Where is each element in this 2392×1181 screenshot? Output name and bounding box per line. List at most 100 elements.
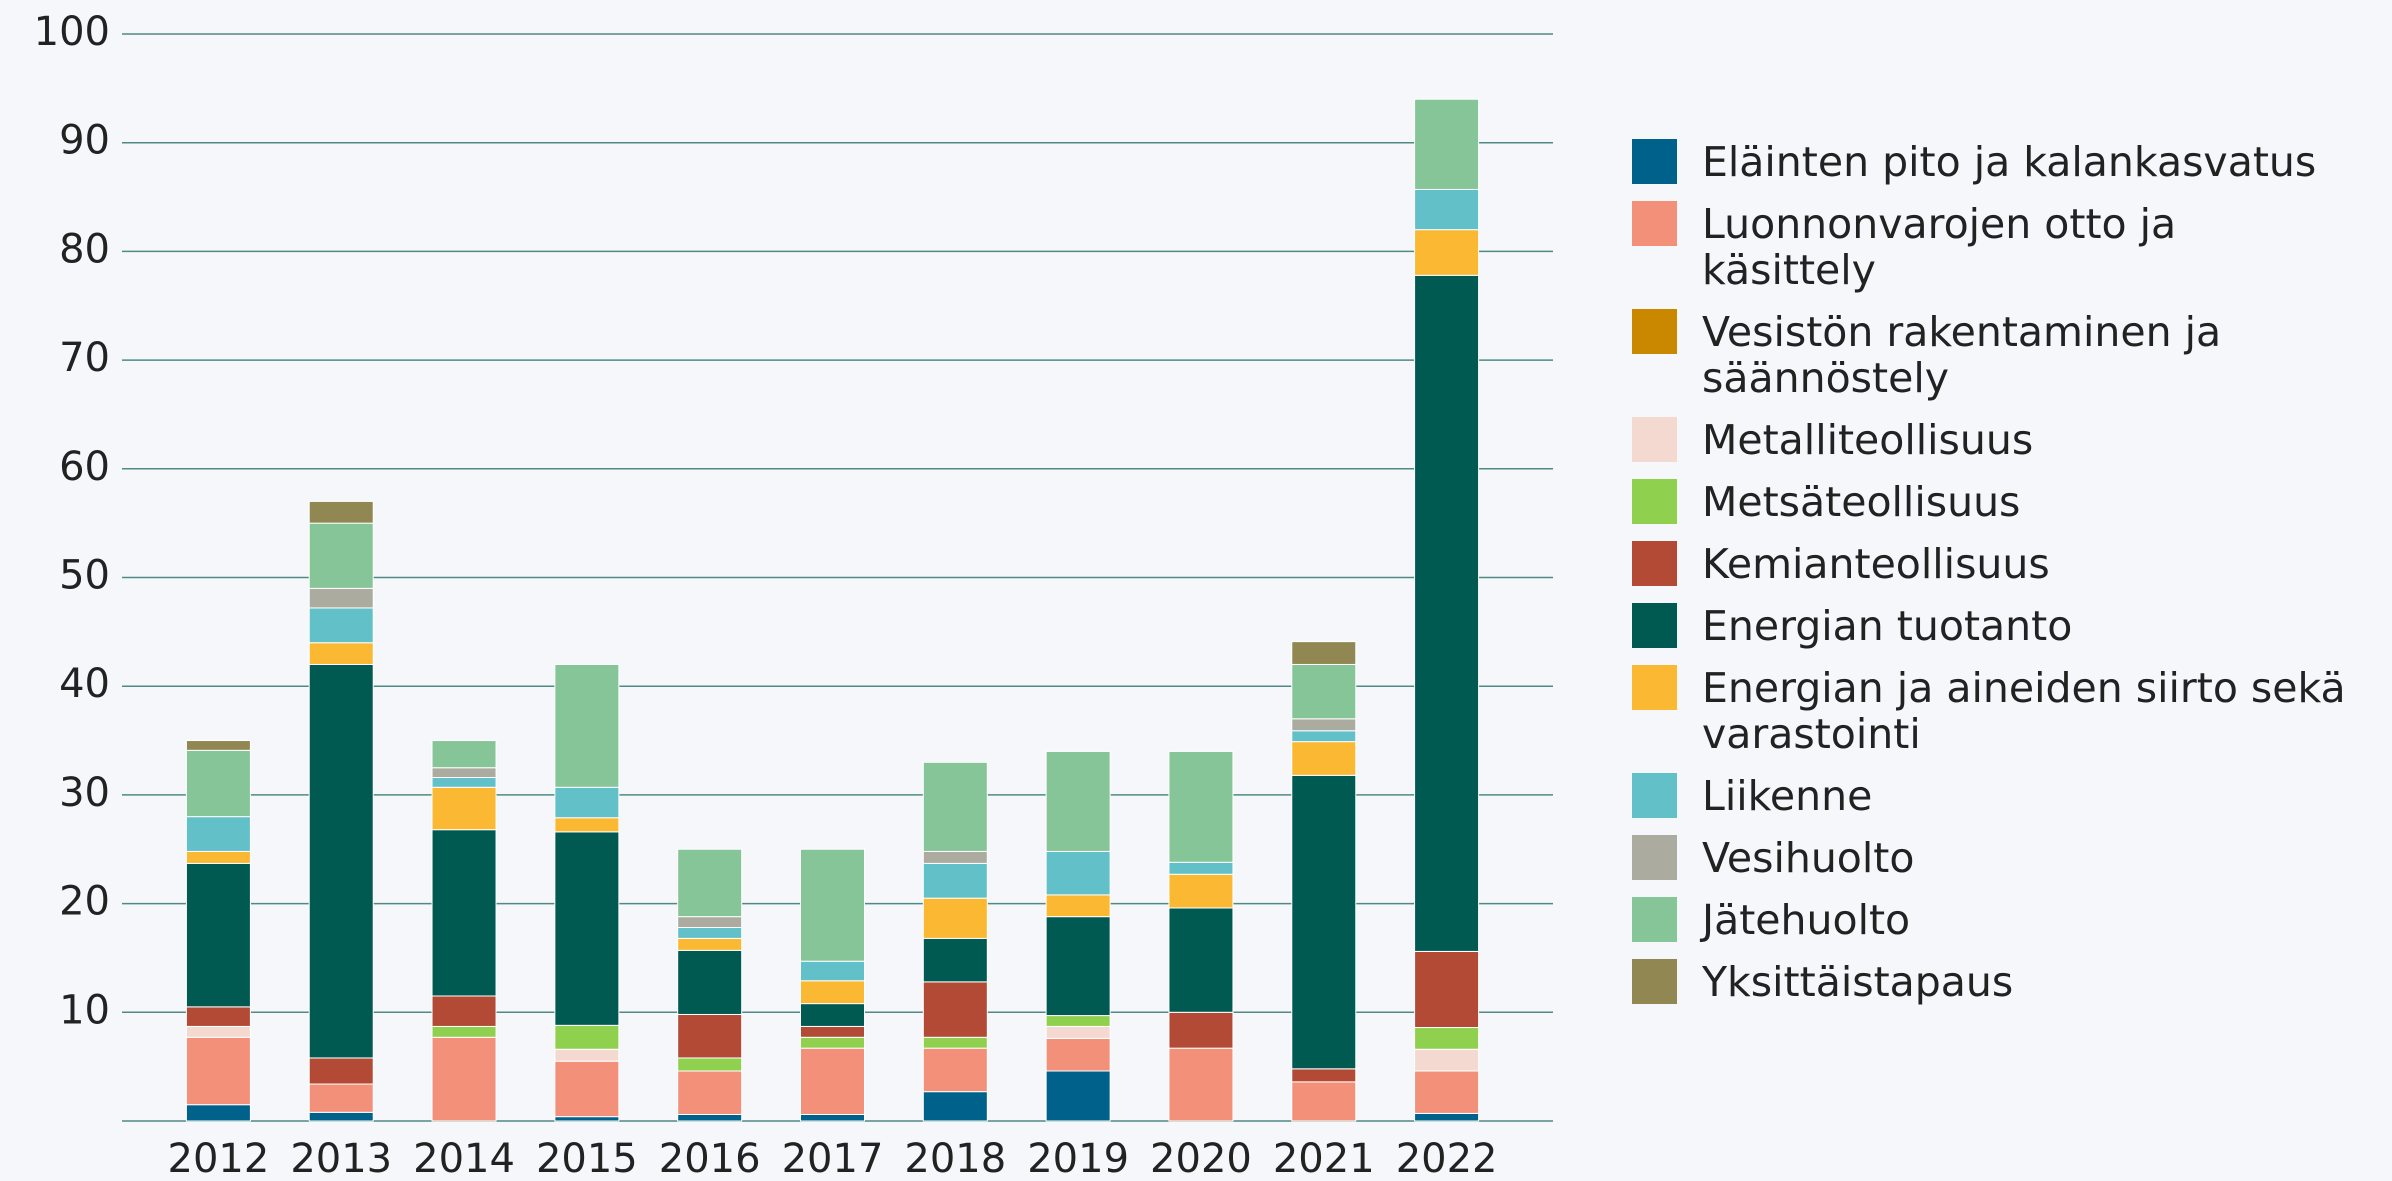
bar-segment bbox=[554, 786, 620, 819]
bar-segment bbox=[1291, 741, 1357, 776]
bar-segment bbox=[1168, 1011, 1234, 1049]
bar-segment bbox=[308, 607, 374, 644]
bar-segment bbox=[308, 587, 374, 609]
legend-item: Energian ja aineiden siirto sekä varasto… bbox=[1632, 665, 2352, 757]
legend-item: Metalliteollisuus bbox=[1632, 417, 2352, 463]
bar-segment bbox=[185, 1025, 251, 1038]
bar-segment bbox=[1168, 873, 1234, 909]
bar-segment bbox=[1291, 663, 1357, 720]
bar-segment bbox=[922, 897, 988, 939]
bar-segment bbox=[185, 1104, 251, 1122]
bar-segment bbox=[922, 850, 988, 864]
bar-segment bbox=[677, 1070, 743, 1115]
bar-segment bbox=[800, 1003, 865, 1027]
bar-segment bbox=[922, 761, 988, 852]
bar-segment bbox=[677, 1013, 743, 1059]
bar-segment bbox=[800, 848, 865, 962]
bar-segment bbox=[1414, 98, 1480, 190]
x-tick-label: 2014 bbox=[413, 1136, 515, 1181]
bar-segment bbox=[800, 980, 865, 1005]
legend-swatch bbox=[1632, 835, 1677, 880]
bar-segment bbox=[677, 1057, 743, 1072]
bar-segment bbox=[1414, 188, 1480, 231]
bar-segment bbox=[308, 663, 374, 1059]
bar-segment bbox=[308, 642, 374, 665]
x-tick-label: 2017 bbox=[782, 1136, 884, 1181]
legend-swatch bbox=[1632, 541, 1677, 586]
x-tick-label: 2012 bbox=[168, 1136, 270, 1181]
legend-item: Yksittäistapaus bbox=[1632, 959, 2352, 1005]
y-tick-label: 40 bbox=[59, 661, 110, 707]
legend-label: Vesihuolto bbox=[1702, 834, 1915, 882]
bar-segment bbox=[1414, 1112, 1480, 1122]
bar-segment bbox=[431, 829, 497, 997]
bar-segment bbox=[431, 1025, 497, 1038]
bar-segment bbox=[922, 1036, 988, 1049]
x-tick-label: 2019 bbox=[1027, 1136, 1129, 1181]
bar-segment bbox=[308, 1057, 374, 1085]
bar-segment bbox=[1168, 861, 1234, 875]
bar-segment bbox=[1414, 1070, 1480, 1114]
legend-label: Liikenne bbox=[1702, 772, 1873, 820]
x-tick-label: 2015 bbox=[536, 1136, 638, 1181]
bar-segment bbox=[431, 740, 497, 769]
legend-swatch bbox=[1632, 897, 1677, 942]
legend-label: Metsäteollisuus bbox=[1702, 478, 2021, 526]
bar-segment bbox=[1045, 1025, 1111, 1039]
x-tick-label: 2020 bbox=[1150, 1136, 1252, 1181]
y-tick-label: 50 bbox=[59, 553, 110, 599]
bar-segment bbox=[1291, 730, 1357, 743]
bar-segment bbox=[1168, 907, 1234, 1013]
bar-segment bbox=[554, 831, 620, 1026]
legend-item: Luonnonvarojen otto ja käsittely bbox=[1632, 201, 2352, 293]
legend-label: Kemianteollisuus bbox=[1702, 540, 2050, 588]
x-tick-label: 2022 bbox=[1396, 1136, 1498, 1181]
legend-label: Jätehuolto bbox=[1702, 896, 1911, 944]
bar-segment bbox=[1291, 774, 1357, 1070]
legend-item: Vesihuolto bbox=[1632, 835, 2352, 881]
legend: Eläinten pito ja kalankasvatus Luonnonvar… bbox=[1632, 139, 2352, 1005]
y-tick-label: 10 bbox=[59, 987, 110, 1033]
bar-segment bbox=[1168, 750, 1234, 863]
bar-segment bbox=[677, 937, 743, 951]
bar-segment bbox=[1045, 1015, 1111, 1027]
bar-segment bbox=[1414, 1048, 1480, 1072]
bar-segment bbox=[554, 663, 620, 788]
legend-swatch bbox=[1632, 603, 1677, 648]
y-tick-label: 70 bbox=[59, 335, 110, 381]
y-tick-label: 20 bbox=[59, 879, 110, 925]
bar-segment bbox=[1168, 1047, 1234, 1122]
bar-segment bbox=[922, 1091, 988, 1122]
bar-segment bbox=[800, 1047, 865, 1115]
bar-segment bbox=[308, 522, 374, 589]
legend-item: Liikenne bbox=[1632, 773, 2352, 819]
bar-segment bbox=[922, 862, 988, 899]
bar-segment bbox=[185, 749, 251, 818]
bar-segment bbox=[554, 817, 620, 833]
bar-segment bbox=[1045, 1070, 1111, 1122]
bar-segment bbox=[800, 960, 865, 982]
legend-swatch bbox=[1632, 417, 1677, 462]
bar-segment bbox=[308, 1111, 374, 1122]
x-tick-label: 2021 bbox=[1273, 1136, 1375, 1181]
legend-swatch bbox=[1632, 479, 1677, 524]
bar-segment bbox=[431, 995, 497, 1027]
y-tick-label: 30 bbox=[59, 770, 110, 816]
legend-item: Jätehuolto bbox=[1632, 897, 2352, 943]
bar-segment bbox=[800, 1025, 865, 1038]
legend-label: Energian tuotanto bbox=[1702, 602, 2073, 650]
bar-segment bbox=[554, 1116, 620, 1122]
bar-segment bbox=[431, 1036, 497, 1122]
legend-item: Kemianteollisuus bbox=[1632, 541, 2352, 587]
legend-label: Energian ja aineiden siirto sekä varasto… bbox=[1702, 664, 2346, 758]
bar-segment bbox=[431, 786, 497, 831]
bar-segment bbox=[1291, 718, 1357, 732]
bar-segment bbox=[1045, 916, 1111, 1017]
legend-item: Eläinten pito ja kalankasvatus bbox=[1632, 139, 2352, 185]
bar-segment bbox=[554, 1024, 620, 1050]
bar-segment bbox=[922, 981, 988, 1038]
bar-segment bbox=[922, 937, 988, 983]
bar-segment bbox=[185, 862, 251, 1008]
legend-label: Eläinten pito ja kalankasvatus bbox=[1702, 138, 2317, 186]
